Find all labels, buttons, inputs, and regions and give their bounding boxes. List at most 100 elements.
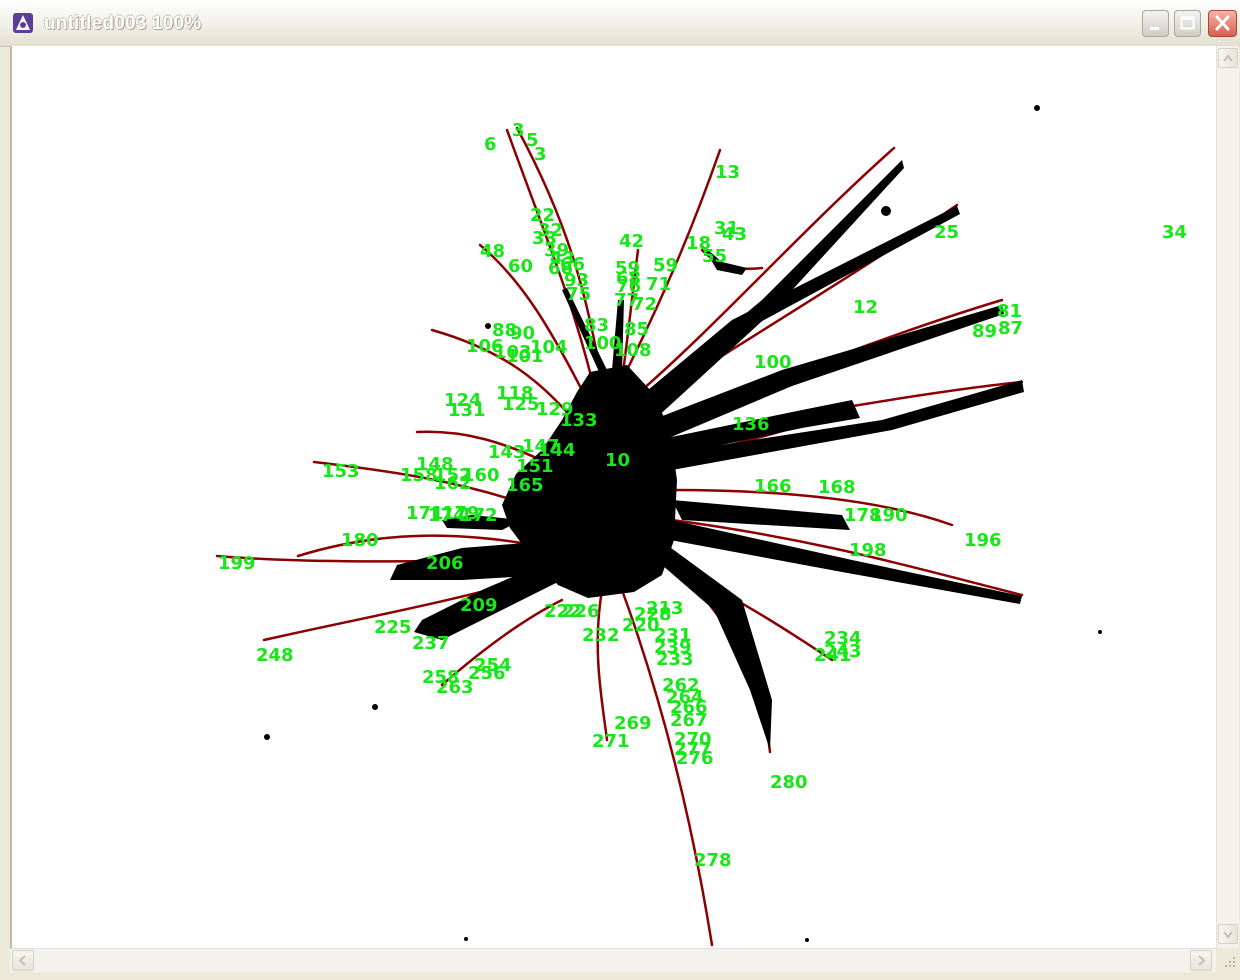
object-label: 209 xyxy=(460,595,498,616)
object-label: 83 xyxy=(584,315,609,336)
object-label: 106 xyxy=(466,336,504,357)
object-label: 3 xyxy=(512,120,525,141)
app-icon[interactable] xyxy=(12,12,34,34)
object-label: 232 xyxy=(582,625,620,646)
object-label: 3 xyxy=(534,144,547,165)
object-label: 88 xyxy=(492,320,517,341)
object-label: 100 xyxy=(754,352,792,373)
object-label: 171 xyxy=(406,503,444,524)
object-label: 206 xyxy=(426,553,464,574)
object-label: 264 xyxy=(666,687,704,708)
cell-body xyxy=(264,105,1102,942)
object-label: 258 xyxy=(422,667,460,688)
scroll-right-button[interactable] xyxy=(1190,950,1212,971)
chevron-right-icon xyxy=(1198,955,1206,966)
object-label: 118 xyxy=(496,383,534,404)
object-label: 68 xyxy=(616,268,641,289)
object-label: 143 xyxy=(488,442,526,463)
object-label: 59 xyxy=(653,255,678,276)
title-bar[interactable]: untitled003 100% xyxy=(0,0,1240,47)
scroll-down-button[interactable] xyxy=(1218,924,1238,944)
object-label: 179 xyxy=(442,503,480,524)
object-label: 22 xyxy=(530,205,555,226)
object-label: 180 xyxy=(341,530,379,551)
object-label: 228 xyxy=(634,604,672,625)
object-label: 168 xyxy=(818,477,856,498)
object-label: 243 xyxy=(824,641,862,662)
maximize-button[interactable] xyxy=(1174,10,1201,37)
object-label: 276 xyxy=(676,748,714,769)
chevron-left-icon xyxy=(18,955,26,966)
object-label: 32 xyxy=(538,220,563,241)
object-label: 151 xyxy=(516,456,554,477)
close-button[interactable] xyxy=(1208,10,1237,37)
object-label: 25 xyxy=(934,222,959,243)
object-label: 280 xyxy=(770,772,808,793)
object-label: 222 xyxy=(544,601,582,622)
object-label: 48 xyxy=(480,241,505,262)
object-label: 90 xyxy=(510,323,535,344)
object-label: 178 xyxy=(844,505,882,526)
object-label: 125 xyxy=(502,394,540,415)
image-canvas[interactable]: 3 5 6 3 13 22 32 33 39 42 48 43 60 18 31 43 55 25 34 59 59 66… xyxy=(10,46,1218,948)
object-label: 213 xyxy=(646,598,684,619)
object-label: 43 xyxy=(550,248,575,269)
object-label: 6 xyxy=(484,134,497,155)
scroll-up-button[interactable] xyxy=(1218,48,1238,68)
object-label: 144 xyxy=(538,440,576,461)
object-label: 153 xyxy=(322,461,360,482)
object-label: 85 xyxy=(624,319,649,340)
object-label: 18 xyxy=(686,233,711,254)
object-label: 124 xyxy=(444,390,482,411)
object-label: 136 xyxy=(732,414,770,435)
object-label: 237 xyxy=(412,633,450,654)
object-label: 75 xyxy=(566,284,591,305)
object-label: 196 xyxy=(964,530,1002,551)
object-label: 190 xyxy=(870,505,908,526)
object-label: 10 xyxy=(605,450,630,471)
object-label: 133 xyxy=(560,410,598,431)
object-label: 277 xyxy=(674,739,712,760)
object-label: 42 xyxy=(619,231,644,252)
object-label: 199 xyxy=(218,553,256,574)
object-label: 103 xyxy=(494,342,532,363)
object-label: 87 xyxy=(998,318,1023,339)
object-label: 101 xyxy=(506,346,544,367)
object-label: 233 xyxy=(656,649,694,670)
object-label: 76 xyxy=(616,276,641,297)
object-label: 33 xyxy=(532,228,557,249)
object-label: 43 xyxy=(722,224,747,245)
close-icon xyxy=(1215,15,1230,31)
object-label: 66 xyxy=(548,258,573,279)
object-label: 59 xyxy=(615,258,640,279)
object-label: 248 xyxy=(256,645,294,666)
object-label: 225 xyxy=(374,617,412,638)
object-label: 77 xyxy=(614,290,639,311)
object-label: 241 xyxy=(814,645,852,666)
object-label: 262 xyxy=(662,675,700,696)
maximize-icon xyxy=(1180,16,1195,30)
object-label: 60 xyxy=(508,256,533,277)
object-label: 72 xyxy=(632,294,657,315)
object-label: 266 xyxy=(670,697,708,718)
object-label: 263 xyxy=(436,677,474,698)
vertical-scrollbar[interactable] xyxy=(1216,46,1239,948)
object-label: 71 xyxy=(646,274,671,295)
object-label: 131 xyxy=(448,400,486,421)
window-title: untitled003 100% xyxy=(44,13,202,34)
object-label: 267 xyxy=(670,710,708,731)
object-label: 108 xyxy=(614,340,652,361)
scroll-left-button[interactable] xyxy=(12,950,34,971)
object-label: 31 xyxy=(714,218,739,239)
horizontal-scrollbar[interactable] xyxy=(10,948,1216,973)
object-label: 166 xyxy=(754,476,792,497)
minimize-icon xyxy=(1150,27,1159,30)
object-label: 162 xyxy=(434,473,472,494)
object-label: 34 xyxy=(1162,222,1187,243)
chevron-down-icon xyxy=(1223,931,1233,939)
resize-grip[interactable] xyxy=(1216,948,1240,972)
minimize-button[interactable] xyxy=(1142,10,1169,37)
